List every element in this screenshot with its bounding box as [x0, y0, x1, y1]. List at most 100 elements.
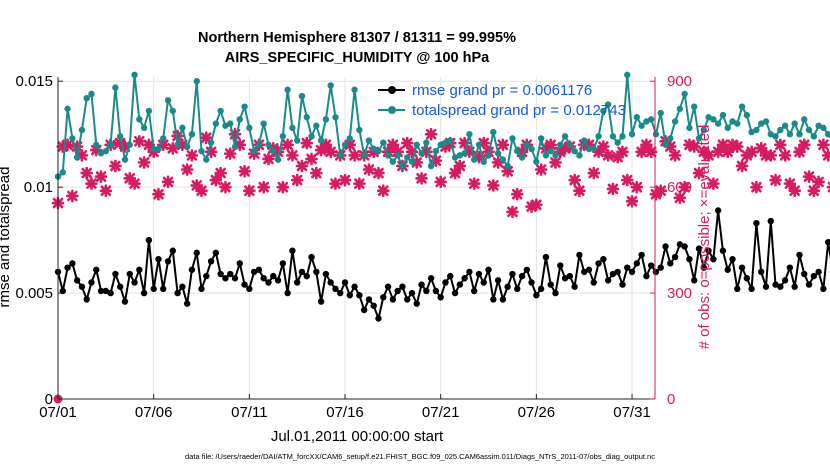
totalspread-point [365, 137, 373, 144]
rmse-point [279, 260, 287, 267]
totalspread-point [322, 116, 330, 123]
rmse-point [222, 275, 229, 282]
totalspread-point [413, 141, 420, 148]
totalspread-point [337, 152, 344, 159]
obs-evaluated-marker [453, 159, 467, 173]
rmse-point [298, 268, 306, 276]
totalspread-point [604, 101, 612, 108]
obs-evaluated-cross [99, 184, 113, 197]
rmse-point [757, 268, 765, 276]
rmse-point [585, 266, 593, 273]
obs-evaluated-cross [807, 184, 821, 197]
x-axis-label: Jul.01,2011 00:00:00 start [271, 428, 444, 445]
rmse-point [485, 266, 492, 273]
obs-evaluated-marker [290, 173, 304, 187]
obs-evaluated-marker [687, 140, 701, 153]
y-right-tick-label: 900 [667, 73, 692, 90]
obs-evaluated-cross [510, 187, 524, 201]
totalspread-point [628, 130, 636, 138]
rmse-point [183, 300, 191, 307]
rmse-point [743, 275, 751, 282]
rmse-point [490, 296, 497, 303]
obs-evaluated-cross [802, 170, 816, 183]
totalspread-point [394, 152, 401, 159]
totalspread-point [427, 162, 435, 170]
obs-evaluated-marker [668, 149, 682, 162]
x-tick-label: 07/11 [231, 404, 267, 421]
rmse-point [423, 287, 430, 295]
totalspread-point [781, 122, 789, 129]
rmse-point [365, 296, 373, 303]
rmse-point [748, 285, 755, 293]
totalspread-point [609, 133, 617, 140]
obs-evaluated-cross [778, 149, 792, 162]
totalspread-point [217, 107, 224, 115]
totalspread-point [227, 120, 234, 127]
x-tick-label: 07/31 [613, 404, 651, 421]
obs-evaluated-cross [568, 173, 581, 187]
totalspread-point [298, 92, 306, 100]
totalspread-point [212, 120, 220, 127]
totalspread-point [571, 147, 578, 155]
rmse-point [514, 285, 521, 293]
totalspread-point [705, 114, 712, 121]
rmse-point [169, 247, 177, 254]
rmse-point [456, 281, 464, 288]
obs-evaluated-marker [66, 189, 79, 203]
rmse-point [360, 306, 368, 314]
obs-evaluated-marker [549, 156, 562, 169]
obs-evaluated-cross [678, 180, 691, 194]
totalspread-point [169, 107, 177, 115]
totalspread-point [69, 135, 76, 142]
totalspread-point [714, 120, 722, 127]
rmse-point [547, 281, 554, 288]
rmse-point [447, 272, 454, 280]
rmse-point [327, 279, 334, 286]
obs-evaluated-marker [424, 127, 438, 141]
obs-evaluated-cross [300, 136, 314, 150]
totalspread-point [786, 130, 794, 138]
legend-totalspread-marker [388, 106, 396, 114]
rmse-point [671, 253, 679, 261]
rmse-point [810, 272, 818, 280]
totalspread-point [231, 143, 239, 151]
obs-evaluated-cross [573, 184, 586, 197]
totalspread-point [466, 130, 473, 138]
obs-evaluated-cross [276, 180, 290, 194]
rmse-point [767, 217, 774, 225]
obs-evaluated-marker [620, 173, 634, 187]
data-file-footer: data file: /Users/raeder/DAI/ATM_forcXX/… [185, 452, 655, 461]
obs-evaluated-cross [257, 180, 270, 194]
rmse-point [413, 300, 420, 307]
totalspread-point [561, 133, 569, 140]
totalspread-point [437, 141, 444, 148]
obs-evaluated-cross [544, 138, 558, 152]
totalspread-point [140, 124, 148, 132]
rmse-point [509, 270, 516, 278]
totalspread-point [183, 143, 191, 151]
totalspread-point [327, 82, 334, 89]
rmse-point [317, 298, 325, 305]
totalspread-point [107, 141, 114, 148]
rmse-point [691, 277, 698, 284]
obs-evaluated-marker [625, 194, 639, 208]
rmse-point [624, 264, 631, 271]
rmse-point [83, 296, 90, 303]
obs-evaluated-cross [180, 163, 194, 176]
y-right-tick-label: 0 [667, 391, 675, 408]
obs-evaluated-cross [467, 177, 481, 190]
totalspread-point [155, 145, 162, 153]
totalspread-point [236, 116, 243, 123]
obs-evaluated-cross [219, 180, 232, 194]
obs-evaluated-marker [778, 149, 792, 162]
rmse-point [236, 260, 243, 267]
rmse-point [107, 289, 114, 297]
rmse-point [437, 294, 444, 301]
rmse-point [734, 285, 741, 293]
rmse-point [604, 277, 612, 284]
rmse-point [801, 270, 808, 278]
rmse-point [351, 283, 358, 290]
rmse-point [705, 247, 712, 254]
rmse-point [73, 277, 81, 284]
obs-evaluated-marker [568, 173, 581, 187]
